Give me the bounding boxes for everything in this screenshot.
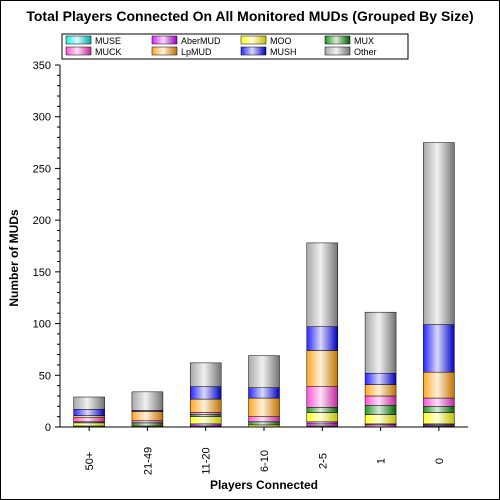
legend-box — [61, 33, 409, 60]
bar-50--moo — [73, 422, 105, 427]
bar-6-10-muck — [248, 416, 280, 423]
legend-label-muse: MUSE — [95, 36, 121, 46]
x-tick-label: 50+ — [84, 452, 96, 471]
bar-21-49-muck — [131, 420, 164, 424]
bar-11-20-other — [189, 362, 222, 387]
bar-2-5-muck — [306, 386, 339, 408]
bar-2-5-lpmud — [306, 350, 339, 387]
y-tick-label: 250 — [33, 163, 51, 175]
x-tick-label: 11-20 — [201, 447, 213, 474]
bar-0-lpmud — [423, 371, 455, 399]
bar-6-10-lpmud — [248, 397, 280, 417]
y-tick-label: 0 — [45, 422, 51, 434]
bar-0-moo — [423, 412, 455, 425]
bar-2-5-mush — [306, 326, 339, 351]
bar-0-mush — [423, 324, 455, 373]
legend-label-lpmud: LpMUD — [181, 47, 212, 57]
bar-11-20-mux — [189, 414, 222, 417]
x-tick-label: 6-10 — [259, 450, 271, 472]
bar-11-20-muck — [189, 412, 222, 415]
bar-50--other — [73, 396, 105, 410]
legend-label-muck: MUCK — [95, 47, 122, 57]
bar-1-lpmud — [364, 384, 397, 397]
bar-1-moo — [364, 414, 397, 425]
bar-2-5-moo — [306, 412, 339, 423]
y-tick-label: 350 — [33, 60, 51, 72]
x-tick-label: 1 — [376, 458, 388, 464]
legend-label-mux: MUX — [354, 36, 374, 46]
bars-group — [73, 142, 455, 428]
bar-6-10-other — [248, 355, 280, 388]
bar-6-10-mux — [248, 421, 280, 426]
bar-11-20-mush — [189, 386, 222, 400]
x-tick-label: 2-5 — [317, 453, 329, 469]
x-tick-label: 0 — [434, 458, 446, 464]
bar-0-mux — [423, 406, 455, 413]
bar-11-20-lpmud — [189, 398, 222, 413]
bar-1-other — [364, 311, 397, 374]
y-axis-title: Number of MUDs — [7, 209, 21, 307]
bar-0-muck — [423, 397, 455, 407]
bar-1-muck — [364, 395, 397, 406]
bar-11-20-abermud — [189, 423, 222, 427]
bar-1-mux — [364, 405, 397, 415]
bar-21-49-lpmud — [131, 411, 164, 422]
legend-swatch-abermud — [151, 35, 178, 45]
bar-21-49-other — [131, 391, 164, 411]
chart-title: Total Players Connected On All Monitored… — [26, 8, 474, 24]
bar-50--lpmud — [73, 415, 105, 418]
legend-label-moo: MOO — [270, 36, 292, 46]
bar-2-5-other — [306, 242, 339, 327]
legend-label-abermud: AberMUD — [181, 36, 221, 46]
legend-swatch-mush — [240, 46, 267, 56]
legend-swatch-mux — [324, 35, 351, 45]
bar-11-20-moo — [189, 416, 222, 425]
bar-2-5-muck — [306, 423, 339, 427]
y-tick-label: 50 — [39, 370, 51, 382]
legend-swatch-lpmud — [151, 46, 178, 56]
legend-swatch-muse — [65, 35, 92, 45]
y-tick-label: 300 — [33, 112, 51, 124]
bar-6-10-mush — [248, 387, 280, 399]
x-axis-title: Players Connected — [210, 478, 318, 492]
legend-swatch-muck — [65, 46, 92, 56]
y-tick-label: 100 — [33, 319, 51, 331]
bar-50--mush — [73, 409, 105, 416]
legend-label-other: Other — [354, 47, 377, 57]
legend-swatch-other — [324, 46, 351, 56]
bar-2-5-mux — [306, 407, 339, 413]
bar-1-mush — [364, 372, 397, 385]
bar-50--muck — [73, 417, 105, 423]
legend-label-mush: MUSH — [270, 47, 297, 57]
legend-swatch-moo — [240, 35, 267, 45]
bar-21-49-mux — [131, 422, 164, 427]
y-tick-label: 200 — [33, 215, 51, 227]
legend: MUSE AberMUD MOO MUX MUCK LpMUD MUSH Other — [61, 33, 409, 60]
bar-2-5-abermud — [306, 421, 339, 425]
bar-0-other — [423, 142, 455, 325]
axes-group: 50+ 21-49 11-20 6-10 2-5 1 0050100150200250300… — [33, 60, 468, 475]
x-tick-label: 21-49 — [142, 447, 154, 475]
y-tick-label: 150 — [33, 267, 51, 279]
